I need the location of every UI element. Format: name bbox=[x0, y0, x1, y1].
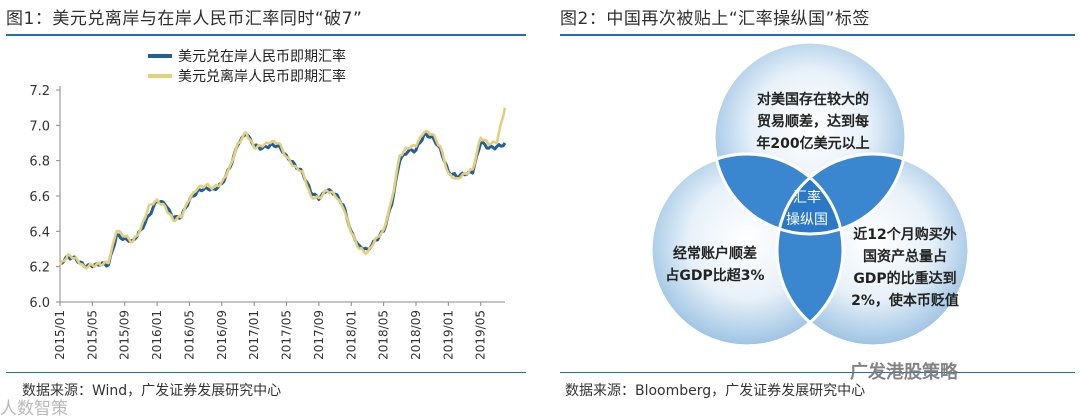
chart-lines bbox=[58, 107, 507, 270]
chart-title: 图1：美元兑离岸与在岸人民币汇率同时“破7” bbox=[6, 9, 363, 29]
left-title-rule bbox=[6, 34, 526, 36]
venn-top-line-1: 对美国存在较大的 bbox=[757, 91, 869, 108]
x-tick-label: 2018/01 bbox=[344, 310, 358, 360]
x-tick-label: 2018/09 bbox=[409, 310, 423, 360]
right-title-rule bbox=[560, 34, 1075, 36]
venn-diagram: 对美国存在较大的 贸易顺差，达到每 年200亿美元以上 经常账户顺差 占GDP比… bbox=[649, 40, 971, 348]
venn-center-line-1: 汇率 bbox=[793, 189, 821, 206]
x-tick-label: 2015/05 bbox=[85, 310, 99, 360]
x-tick-label: 2018/05 bbox=[377, 310, 391, 360]
venn-center-region bbox=[777, 154, 843, 234]
venn-right-line-1: 近12个月购买外 bbox=[853, 226, 956, 243]
legend-label-onshore: 美元兑在岸人民币即期汇率 bbox=[178, 48, 346, 65]
x-tick-label: 2019/01 bbox=[441, 310, 455, 360]
chart-axes: 6.0 6.2 6.4 6.6 6.8 7.0 7.2 2015/01 2015/05 2015/… bbox=[29, 84, 505, 360]
x-tick-label: 2015/01 bbox=[53, 310, 67, 360]
exchange-rate-chart: 6.0 6.2 6.4 6.6 6.8 7.0 7.2 2015/01 2015/05 2015/… bbox=[29, 48, 507, 360]
right-source-rule bbox=[560, 372, 1075, 373]
series-line-offshore bbox=[58, 107, 507, 270]
y-tick-label: 6.8 bbox=[29, 155, 50, 170]
venn-right-line-2: 国资产总量占 bbox=[863, 248, 947, 265]
venn-right-line-4: 2%，使本币贬值 bbox=[851, 292, 959, 309]
x-tick-label: 2016/01 bbox=[150, 310, 164, 360]
y-tick-label: 6.0 bbox=[29, 296, 50, 311]
y-tick-label: 7.0 bbox=[29, 119, 50, 134]
y-tick-label: 6.6 bbox=[29, 190, 50, 205]
y-tick-label: 6.4 bbox=[29, 225, 50, 240]
x-tick-label: 2017/05 bbox=[280, 310, 294, 360]
venn-right-line-3: GDP的比重达到 bbox=[853, 270, 956, 287]
y-tick-label: 6.2 bbox=[29, 261, 50, 276]
venn-top-line-3: 年200亿美元以上 bbox=[756, 135, 869, 152]
venn-left-line-2: 占GDP比超3% bbox=[665, 267, 764, 284]
x-tick-label: 2015/09 bbox=[118, 310, 132, 360]
x-tick-label: 2017/01 bbox=[247, 310, 261, 360]
series-line-onshore bbox=[59, 132, 507, 269]
venn-title: 图2：中国再次被贴上“汇率操纵国”标签 bbox=[560, 9, 870, 29]
x-tick-label: 2016/05 bbox=[182, 310, 196, 360]
venn-left-line-1: 经常账户顺差 bbox=[673, 245, 757, 262]
wechat-watermark: 广发港股策略 bbox=[850, 362, 958, 383]
left-source-note: 数据来源：Wind，广发证券发展研究中心 bbox=[22, 383, 282, 399]
x-tick-label: 2016/09 bbox=[215, 310, 229, 360]
y-tick-label: 7.2 bbox=[29, 84, 50, 99]
corner-watermark: 人数智策 bbox=[0, 399, 68, 419]
x-tick-label: 2017/09 bbox=[312, 310, 326, 360]
legend-label-offshore: 美元兑离岸人民币即期汇率 bbox=[178, 68, 346, 85]
right-source-note: 数据来源：Bloomberg，广发证券发展研究中心 bbox=[565, 383, 866, 399]
venn-top-line-2: 贸易顺差，达到每 bbox=[757, 113, 869, 130]
venn-center-line-2: 操纵国 bbox=[786, 212, 828, 228]
x-tick-label: 2019/05 bbox=[474, 310, 488, 360]
left-source-rule bbox=[6, 372, 526, 373]
